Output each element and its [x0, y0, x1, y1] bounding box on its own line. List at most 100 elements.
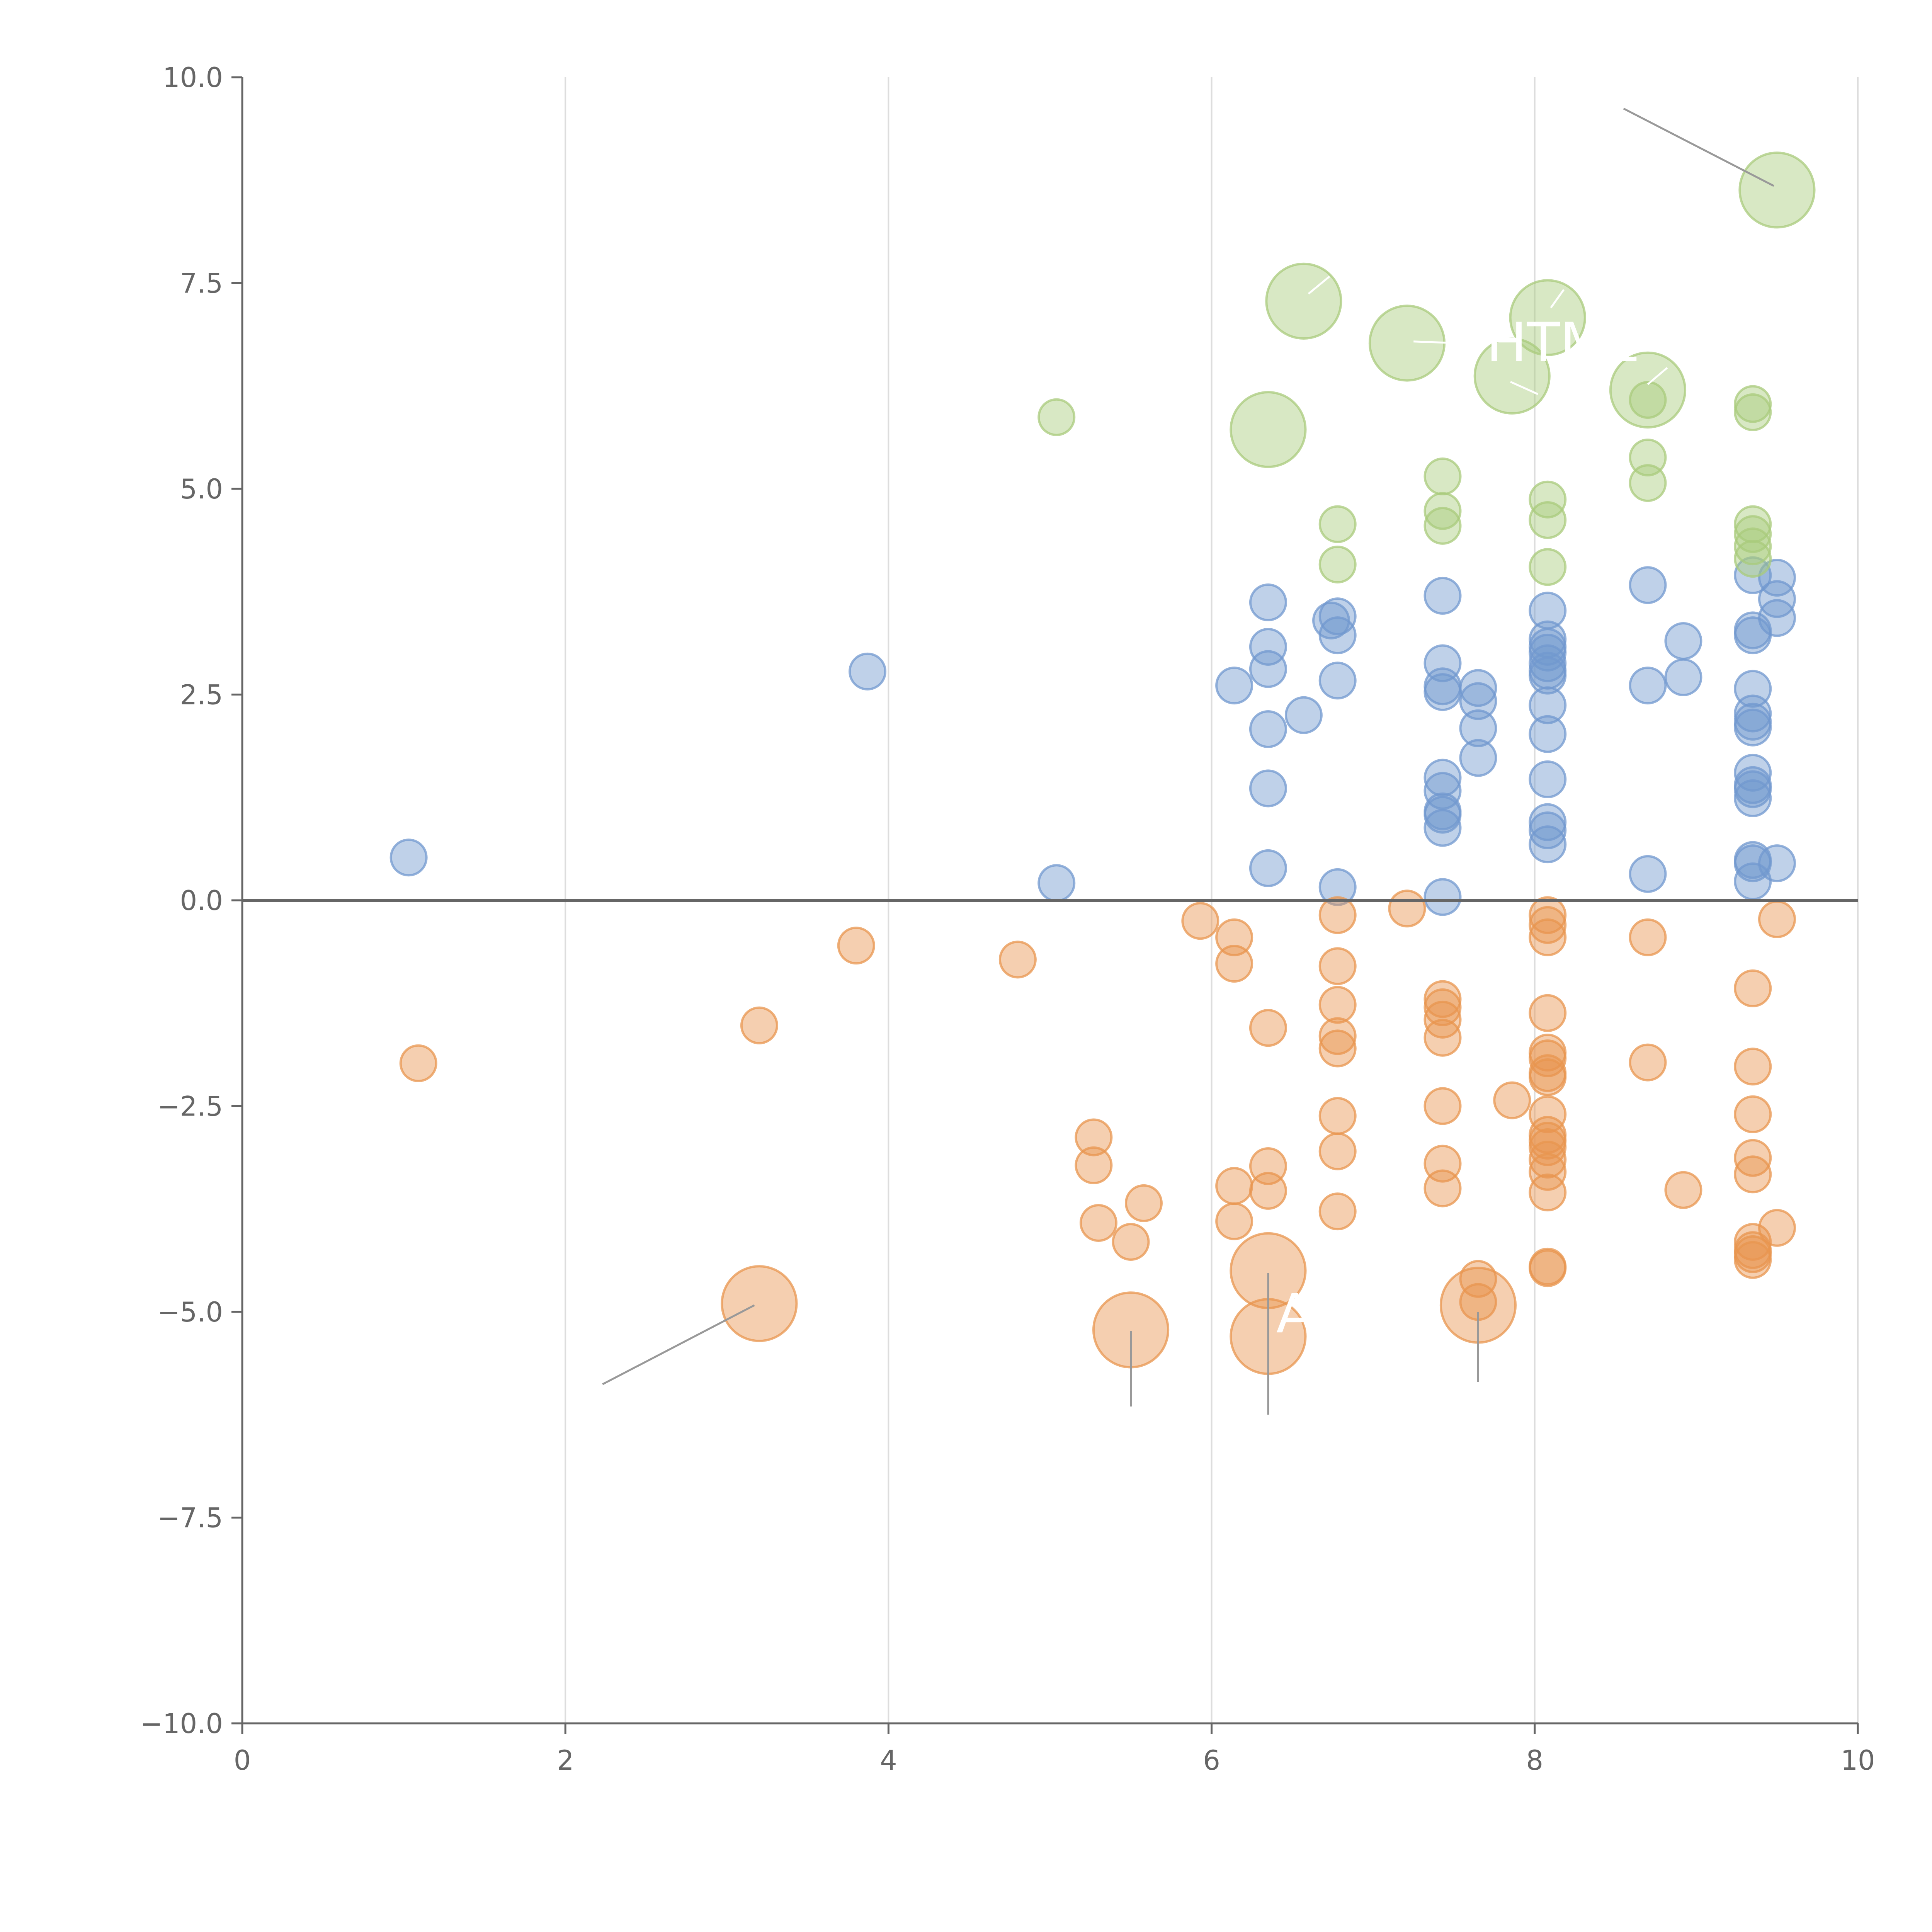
blue-point-52 [1734, 694, 1772, 733]
green-point-7 [1529, 501, 1567, 539]
y-tick-label-4: 0.0 [180, 885, 223, 917]
blue-point-58 [1734, 779, 1772, 817]
green-point-11 [1629, 464, 1667, 502]
orange-large-point-0 [721, 1265, 798, 1342]
white-leader-line-4 [1647, 367, 1668, 385]
blue-point-28 [1459, 709, 1497, 747]
orange-point-57 [1734, 1048, 1772, 1086]
orange-point-8 [1124, 1184, 1163, 1222]
orange-point-16 [1249, 1172, 1287, 1210]
orange-point-23 [1318, 1132, 1357, 1170]
orange-point-0 [399, 1044, 437, 1082]
orange-point-19 [1318, 986, 1357, 1024]
orange-point-7 [1112, 1223, 1150, 1261]
orange-point-10 [1215, 918, 1253, 956]
orange-point-53 [1629, 918, 1667, 956]
y-tick-label-2: 5.0 [180, 473, 223, 505]
blue-point-27 [1459, 682, 1497, 720]
blue-point-9 [1249, 849, 1287, 887]
white-leader-line-0 [1308, 276, 1330, 295]
y-tick-label-7: −7.5 [157, 1502, 223, 1534]
x-tick-label-5: 10 [1840, 1745, 1875, 1776]
orange-point-66 [1758, 1209, 1796, 1247]
blue-point-2 [1037, 864, 1076, 902]
orange-point-55 [1664, 1171, 1702, 1209]
x-tick-label-0: 0 [234, 1745, 251, 1776]
orange-point-27 [1423, 988, 1462, 1026]
green-large-point-1 [1265, 262, 1342, 340]
blue-point-14 [1318, 662, 1357, 700]
blue-point-25 [1423, 878, 1462, 916]
orange-point-44 [1529, 1095, 1567, 1133]
orange-point-30 [1423, 1087, 1462, 1125]
blue-point-3 [1215, 667, 1253, 705]
orange-point-18 [1318, 947, 1357, 985]
orange-point-37 [1529, 906, 1567, 944]
blue-point-57 [1734, 770, 1772, 808]
blue-point-10 [1284, 696, 1323, 734]
blue-point-37 [1529, 686, 1567, 724]
green-point-13 [1734, 393, 1772, 431]
blue-point-26 [1459, 669, 1497, 707]
green-point-3 [1423, 457, 1462, 496]
orange-point-58 [1734, 1095, 1772, 1133]
x-tick-label-1: 2 [557, 1745, 574, 1776]
annotation-leader-lines [602, 107, 1774, 1415]
orange-point-13 [1215, 1202, 1253, 1240]
orange-point-48 [1529, 1140, 1567, 1179]
blue-point-24 [1423, 809, 1462, 847]
orange-point-35 [1493, 1081, 1531, 1119]
orange-point-24 [1318, 1192, 1357, 1231]
orange-point-1 [740, 1006, 778, 1044]
y-tick-label-5: −2.5 [157, 1091, 223, 1122]
orange-point-4 [1075, 1118, 1113, 1156]
blue-point-38 [1529, 715, 1567, 753]
blue-point-41 [1529, 811, 1567, 849]
green-point-2 [1318, 545, 1357, 583]
y-tick-label-3: 2.5 [180, 679, 223, 711]
blue-point-13 [1318, 616, 1357, 655]
orange-point-36 [1529, 896, 1567, 934]
green-point-9 [1629, 381, 1667, 419]
blue-point-1 [849, 652, 887, 690]
y-tick-label-0: 10.0 [163, 62, 223, 94]
green-large-point-0 [1230, 391, 1307, 468]
blue-point-43 [1629, 566, 1667, 604]
orange-point-39 [1529, 994, 1567, 1032]
white-leader-line-3 [1550, 289, 1565, 308]
blue-point-64 [1758, 599, 1796, 637]
green-point-5 [1423, 507, 1462, 545]
orange-point-2 [837, 927, 875, 965]
blue-point-46 [1664, 622, 1702, 660]
axes: 0 2 4 6 8 10 10.0 7.5 5.0 2.5 0.0 −2.5 −5.0 −7.5 −10.0 [140, 62, 1875, 1776]
blue-point-20 [1423, 759, 1462, 797]
blue-point-40 [1529, 803, 1567, 841]
orange-point-14 [1249, 1009, 1287, 1047]
orange-point-52 [1529, 1249, 1567, 1287]
x-tick-label-2: 4 [880, 1745, 897, 1776]
blue-point-65 [1758, 844, 1796, 883]
orange-point-54 [1629, 1043, 1667, 1082]
green-point-0 [1037, 398, 1076, 436]
orange-point-50 [1529, 1173, 1567, 1212]
green-point-1 [1318, 505, 1357, 543]
orange-point-17 [1318, 896, 1357, 934]
blue-point-48 [1734, 556, 1772, 594]
green-large-point-4 [1509, 279, 1586, 356]
leader-line-0 [602, 1304, 755, 1385]
green-point-17 [1734, 540, 1772, 578]
orange-point-49 [1529, 1153, 1567, 1191]
y-tick-label-6: −5.0 [157, 1296, 223, 1328]
annotation-html: HTML [1486, 311, 1637, 374]
blue-point-15 [1318, 868, 1357, 906]
orange-point-65 [1758, 900, 1796, 938]
blue-point-36 [1529, 656, 1567, 695]
leader-line-4 [1623, 107, 1774, 187]
blue-point-4 [1249, 583, 1287, 621]
annotation-a: A [1276, 1282, 1313, 1345]
orange-point-32 [1423, 1169, 1462, 1208]
orange-point-59 [1734, 1139, 1772, 1177]
orange-point-21 [1318, 1029, 1357, 1068]
orange-point-29 [1423, 1019, 1462, 1057]
